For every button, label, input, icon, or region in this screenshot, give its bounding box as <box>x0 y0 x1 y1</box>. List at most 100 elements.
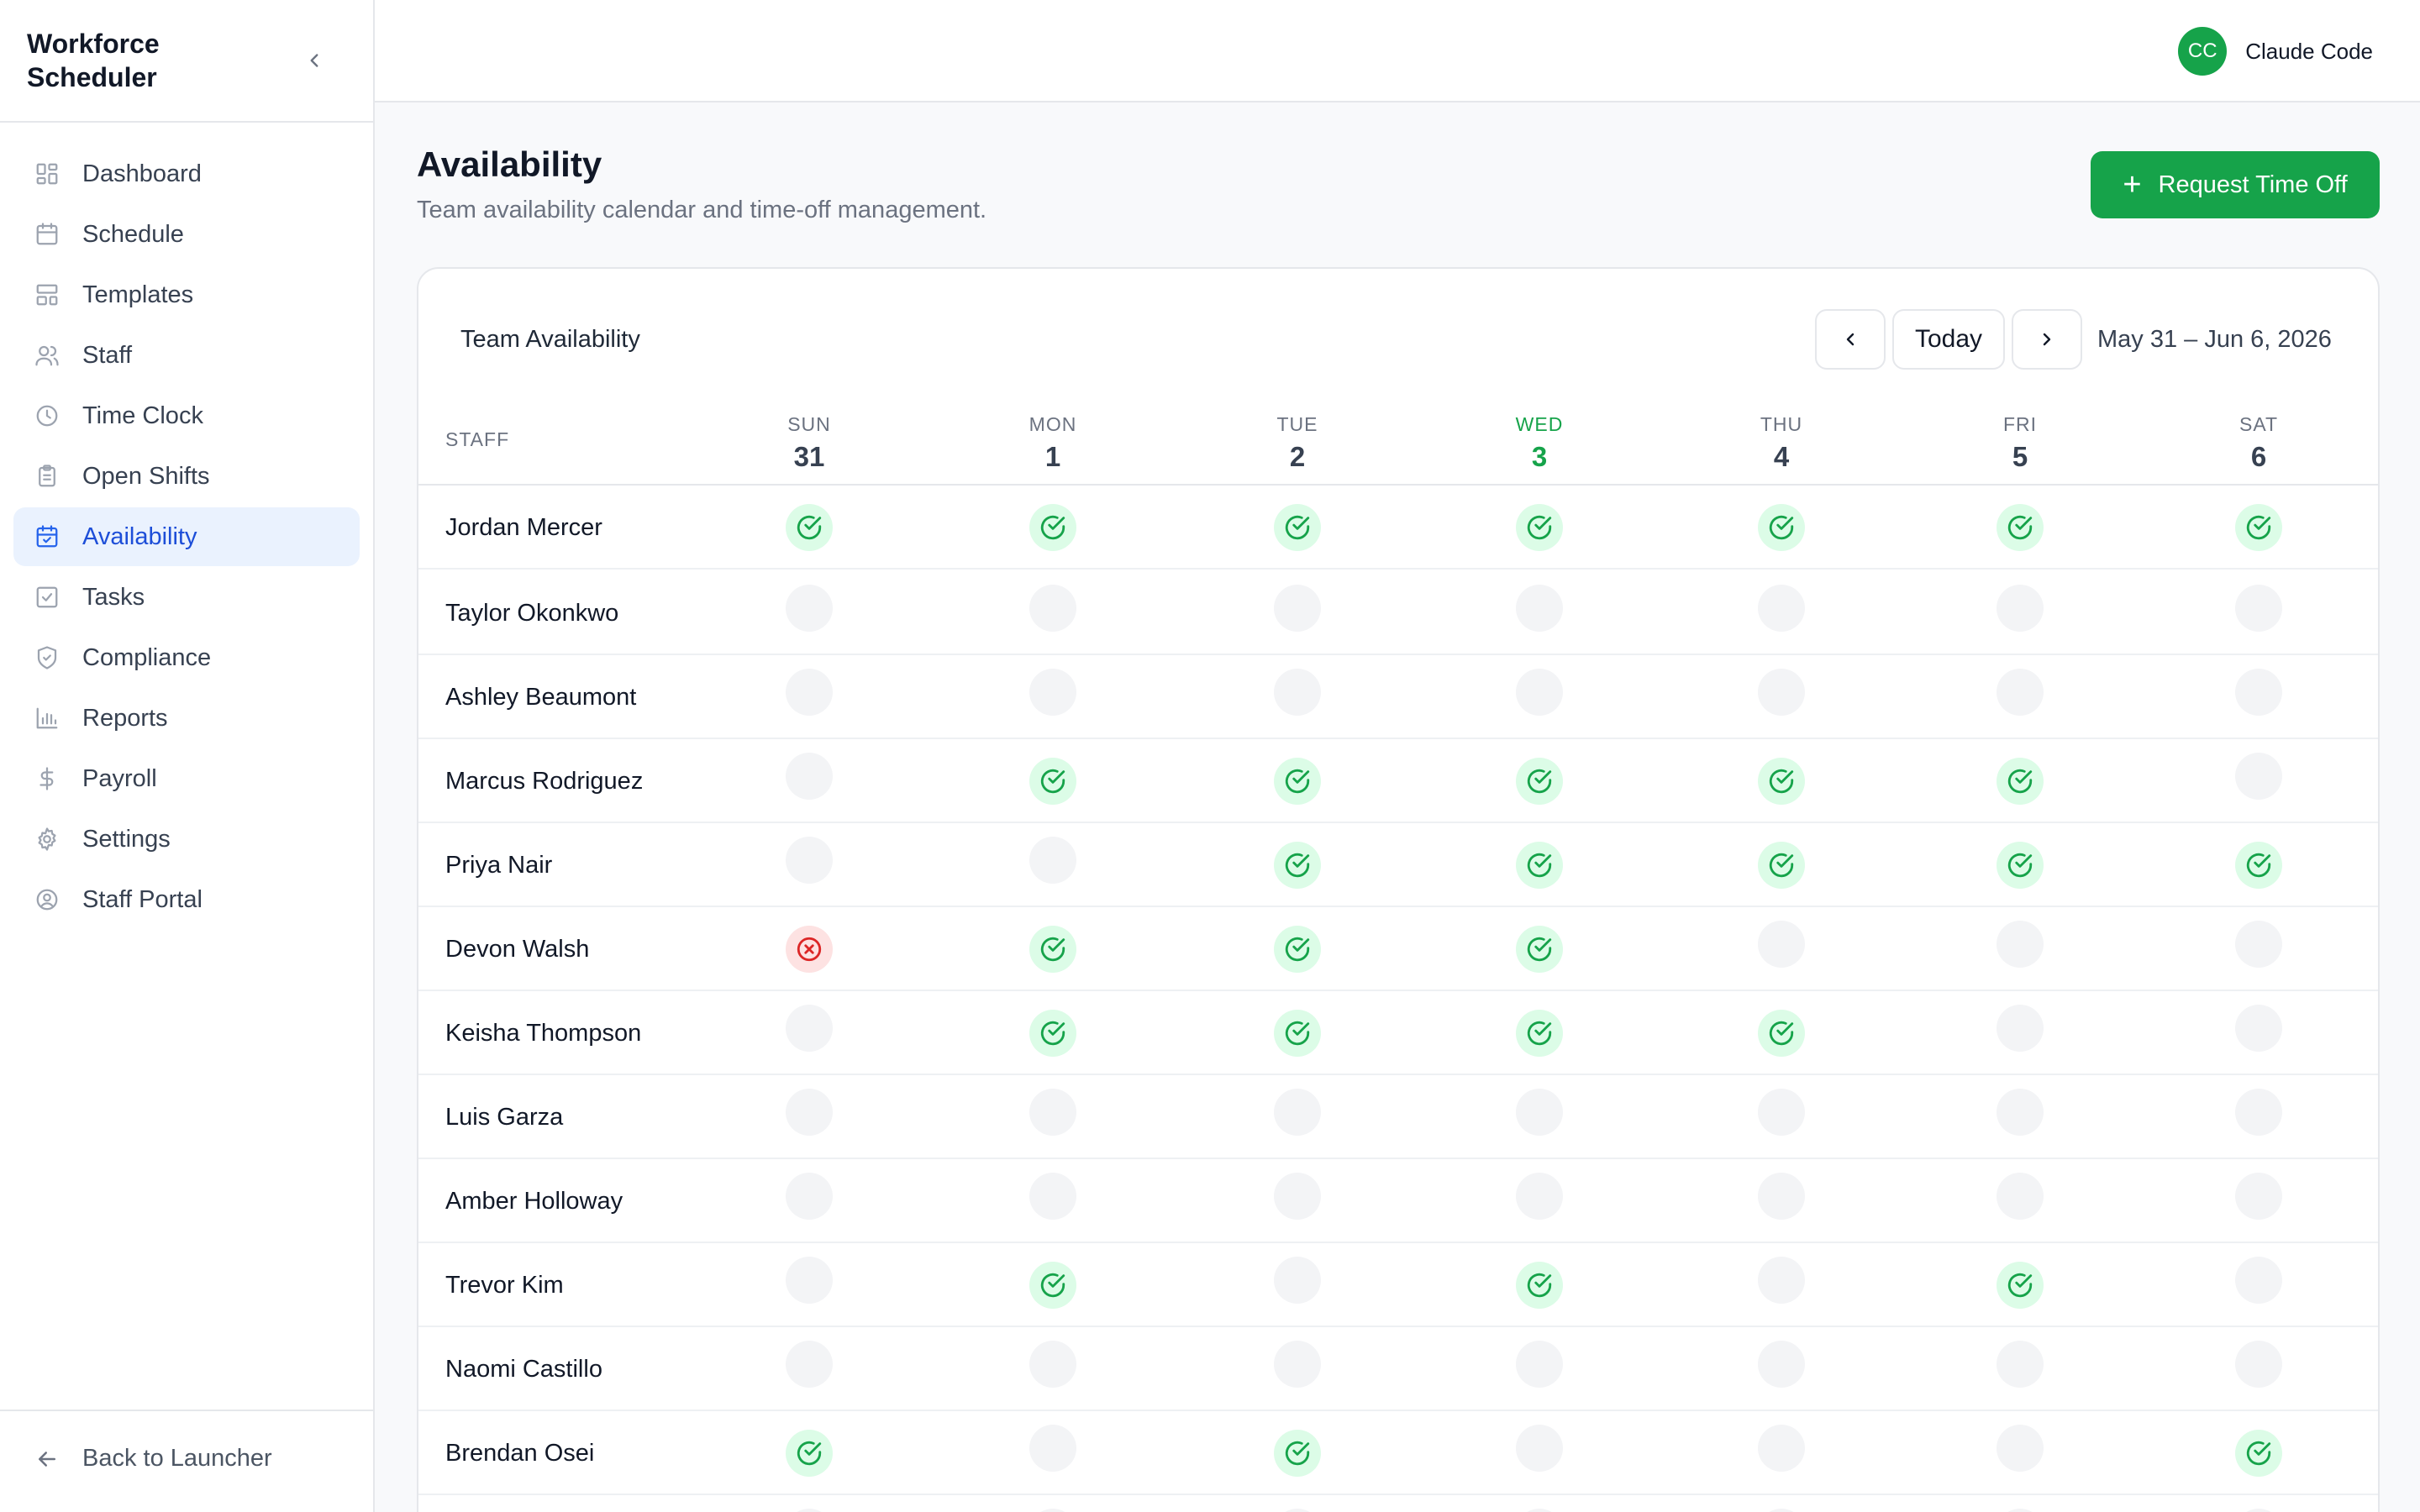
no-availability-cell[interactable] <box>786 1005 833 1052</box>
available-check-icon[interactable] <box>1758 842 1805 889</box>
sidebar-item-reports[interactable]: Reports <box>13 689 360 748</box>
available-check-icon[interactable] <box>1996 504 2044 551</box>
no-availability-cell[interactable] <box>1274 1341 1321 1388</box>
no-availability-cell[interactable] <box>1029 837 1076 884</box>
available-check-icon[interactable] <box>1516 1262 1563 1309</box>
available-check-icon[interactable] <box>1029 504 1076 551</box>
sidebar-item-payroll[interactable]: Payroll <box>13 749 360 808</box>
available-check-icon[interactable] <box>1274 1010 1321 1057</box>
available-check-icon[interactable] <box>1758 1010 1805 1057</box>
available-check-icon[interactable] <box>1029 758 1076 805</box>
no-availability-cell[interactable] <box>1516 1425 1563 1472</box>
no-availability-cell[interactable] <box>1758 585 1805 632</box>
no-availability-cell[interactable] <box>1516 585 1563 632</box>
today-button[interactable]: Today <box>1892 309 2005 370</box>
available-check-icon[interactable] <box>1516 504 1563 551</box>
no-availability-cell[interactable] <box>786 1173 833 1220</box>
no-availability-cell[interactable] <box>1758 1425 1805 1472</box>
no-availability-cell[interactable] <box>786 585 833 632</box>
sidebar-item-templates[interactable]: Templates <box>13 265 360 324</box>
no-availability-cell[interactable] <box>1029 1425 1076 1472</box>
no-availability-cell[interactable] <box>1516 1341 1563 1388</box>
no-availability-cell[interactable] <box>2235 1257 2282 1304</box>
no-availability-cell[interactable] <box>1516 1173 1563 1220</box>
available-check-icon[interactable] <box>1996 1262 2044 1309</box>
no-availability-cell[interactable] <box>1996 585 2044 632</box>
no-availability-cell[interactable] <box>2235 1089 2282 1136</box>
sidebar-item-staff[interactable]: Staff <box>13 326 360 385</box>
no-availability-cell[interactable] <box>1029 1089 1076 1136</box>
sidebar-item-availability[interactable]: Availability <box>13 507 360 566</box>
no-availability-cell[interactable] <box>1758 1089 1805 1136</box>
no-availability-cell[interactable] <box>2235 669 2282 716</box>
no-availability-cell[interactable] <box>1274 1509 1321 1512</box>
available-check-icon[interactable] <box>2235 1430 2282 1477</box>
no-availability-cell[interactable] <box>2235 753 2282 800</box>
available-check-icon[interactable] <box>1274 926 1321 973</box>
no-availability-cell[interactable] <box>1996 1425 2044 1472</box>
no-availability-cell[interactable] <box>786 1257 833 1304</box>
sidebar-item-dashboard[interactable]: Dashboard <box>13 144 360 203</box>
no-availability-cell[interactable] <box>1029 1173 1076 1220</box>
no-availability-cell[interactable] <box>1996 669 2044 716</box>
sidebar-item-staff-portal[interactable]: Staff Portal <box>13 870 360 929</box>
no-availability-cell[interactable] <box>1758 921 1805 968</box>
no-availability-cell[interactable] <box>2235 1509 2282 1512</box>
user-menu[interactable]: CC Claude Code <box>2178 27 2373 76</box>
no-availability-cell[interactable] <box>1996 1089 2044 1136</box>
no-availability-cell[interactable] <box>786 1509 833 1512</box>
no-availability-cell[interactable] <box>1274 1173 1321 1220</box>
available-check-icon[interactable] <box>1516 926 1563 973</box>
available-check-icon[interactable] <box>1029 1010 1076 1057</box>
sidebar-item-time-clock[interactable]: Time Clock <box>13 386 360 445</box>
no-availability-cell[interactable] <box>1996 1509 2044 1512</box>
sidebar-item-tasks[interactable]: Tasks <box>13 568 360 627</box>
available-check-icon[interactable] <box>1758 758 1805 805</box>
no-availability-cell[interactable] <box>786 753 833 800</box>
no-availability-cell[interactable] <box>2235 921 2282 968</box>
available-check-icon[interactable] <box>1996 842 2044 889</box>
no-availability-cell[interactable] <box>1758 1257 1805 1304</box>
available-check-icon[interactable] <box>1274 842 1321 889</box>
previous-week-button[interactable] <box>1815 309 1886 370</box>
unavailable-x-icon[interactable] <box>786 926 833 973</box>
no-availability-cell[interactable] <box>786 669 833 716</box>
no-availability-cell[interactable] <box>1996 1005 2044 1052</box>
no-availability-cell[interactable] <box>1758 1173 1805 1220</box>
no-availability-cell[interactable] <box>1274 669 1321 716</box>
available-check-icon[interactable] <box>1996 758 2044 805</box>
no-availability-cell[interactable] <box>1029 1509 1076 1512</box>
no-availability-cell[interactable] <box>1029 1341 1076 1388</box>
available-check-icon[interactable] <box>786 504 833 551</box>
no-availability-cell[interactable] <box>1996 921 2044 968</box>
no-availability-cell[interactable] <box>1516 1089 1563 1136</box>
no-availability-cell[interactable] <box>2235 1173 2282 1220</box>
no-availability-cell[interactable] <box>1758 1509 1805 1512</box>
collapse-sidebar-button[interactable] <box>297 44 331 77</box>
available-check-icon[interactable] <box>1029 1262 1076 1309</box>
request-time-off-button[interactable]: + Request Time Off <box>2091 151 2380 218</box>
available-check-icon[interactable] <box>1516 1010 1563 1057</box>
no-availability-cell[interactable] <box>2235 1005 2282 1052</box>
no-availability-cell[interactable] <box>1029 669 1076 716</box>
available-check-icon[interactable] <box>2235 842 2282 889</box>
back-to-launcher-link[interactable]: Back to Launcher <box>34 1445 272 1473</box>
available-check-icon[interactable] <box>1516 758 1563 805</box>
no-availability-cell[interactable] <box>1758 669 1805 716</box>
no-availability-cell[interactable] <box>1029 585 1076 632</box>
next-week-button[interactable] <box>2012 309 2082 370</box>
available-check-icon[interactable] <box>1029 926 1076 973</box>
no-availability-cell[interactable] <box>1996 1173 2044 1220</box>
no-availability-cell[interactable] <box>786 1089 833 1136</box>
no-availability-cell[interactable] <box>1516 1509 1563 1512</box>
available-check-icon[interactable] <box>2235 504 2282 551</box>
available-check-icon[interactable] <box>1274 758 1321 805</box>
available-check-icon[interactable] <box>1516 842 1563 889</box>
available-check-icon[interactable] <box>1758 504 1805 551</box>
no-availability-cell[interactable] <box>1274 585 1321 632</box>
sidebar-item-schedule[interactable]: Schedule <box>13 205 360 264</box>
no-availability-cell[interactable] <box>1274 1089 1321 1136</box>
available-check-icon[interactable] <box>786 1430 833 1477</box>
no-availability-cell[interactable] <box>1274 1257 1321 1304</box>
available-check-icon[interactable] <box>1274 1430 1321 1477</box>
